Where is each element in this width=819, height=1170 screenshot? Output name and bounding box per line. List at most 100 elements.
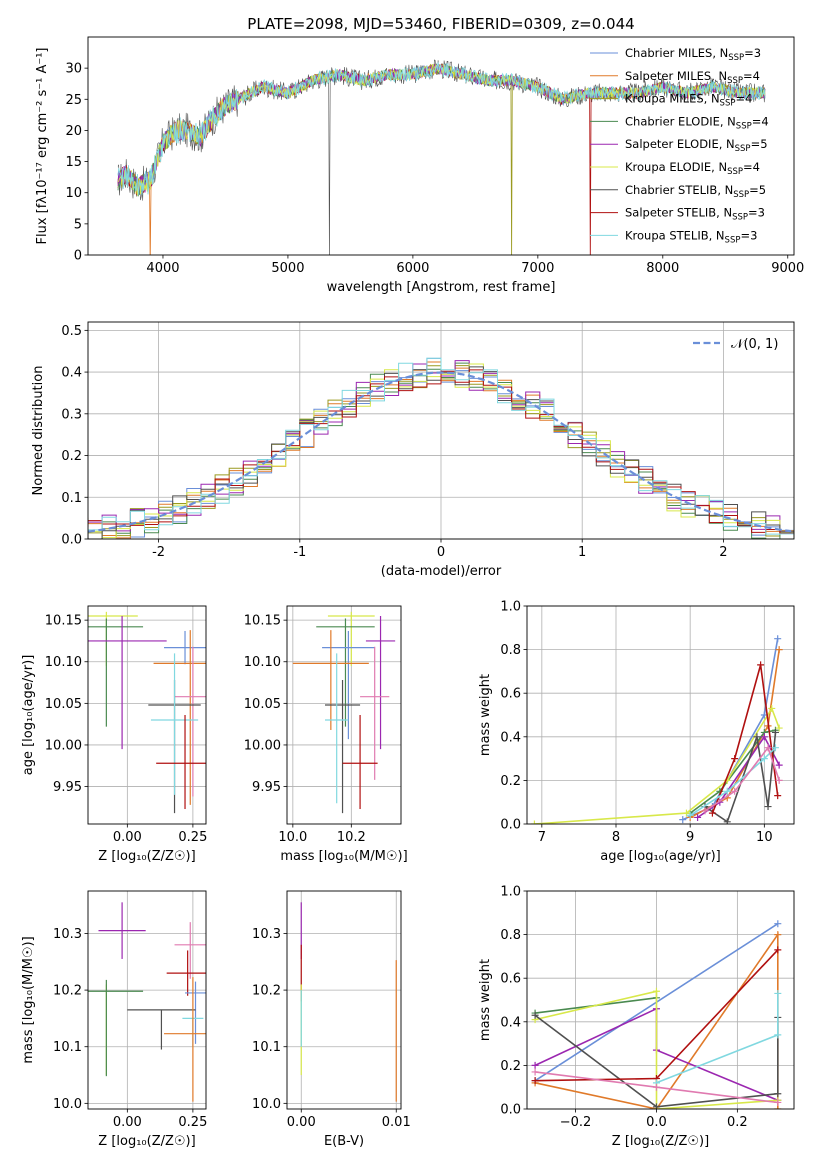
- y-tick-label: 10.00: [45, 738, 82, 753]
- y-tick-label: 0.6: [500, 687, 521, 702]
- x-tick-label: 0.01: [382, 1115, 411, 1130]
- y-tick-label: 10.2: [252, 984, 281, 999]
- legend-label-kroupa_stelib: Kroupa STELIB, NSSP=3: [625, 228, 757, 245]
- legend-name: Chabrier ELODIE, N: [625, 114, 736, 128]
- weight-marker-kroupa_elodie: [775, 724, 783, 732]
- x-tick-label: 1: [578, 545, 586, 560]
- y-tick-label: 0.4: [500, 1015, 521, 1030]
- weight-marker-kroupa_elodie: [768, 704, 776, 712]
- spectrum-plot: 4000 5000 6000 7000 8000 9000 0 5 10 15 20 25 30 wave…: [35, 36, 804, 295]
- y-tick-label: 10.0: [252, 1097, 281, 1112]
- legend-name: Chabrier MILES, N: [625, 46, 728, 60]
- x-axis-label: Z [log₁₀(Z/Z☉)]: [98, 849, 195, 864]
- axes-frame: [286, 605, 402, 825]
- normal-curve: [88, 371, 792, 533]
- legend-label-salpeter_miles: Salpeter MILES, NSSP=4: [625, 69, 760, 86]
- spectrum-title: PLATE=2098, MJD=53460, FIBERID=0309, z=0…: [247, 15, 634, 33]
- weight-marker-kroupa_elodie: [682, 809, 690, 817]
- legend-label-salpeter_stelib: Salpeter STELIB, NSSP=3: [625, 206, 765, 223]
- y-tick-label: 10.05: [45, 697, 82, 712]
- weight-marker-kroupa_stelib: [774, 989, 782, 997]
- y-tick-label: 0.0: [61, 533, 82, 548]
- x-tick-label: 0.00: [287, 1115, 316, 1130]
- weight-marker-pink_series: [775, 776, 783, 784]
- x-tick-label: 0.00: [113, 830, 142, 845]
- weight-marker-salpeter_stelib: [731, 755, 739, 763]
- errorbars: [292, 611, 396, 814]
- age-vs-metallicity-plot: 0.00 0.25 9.95 10.00 10.05 10.10 10.15 Z [log₁₀…: [21, 605, 207, 864]
- x-tick-label: 0.2: [727, 1115, 748, 1130]
- weight-marker-salpeter_elodie: [694, 813, 702, 821]
- y-tick-label: 0.8: [500, 928, 521, 943]
- weight-lines: [531, 920, 782, 1109]
- weight-marker-salpeter_stelib: [774, 792, 782, 800]
- x-tick-label: 0.0: [646, 1115, 667, 1130]
- y-tick-label: 10.10: [45, 655, 82, 670]
- weight-marker-kroupa_stelib: [774, 1031, 782, 1039]
- weight-marker-chabrier_stelib: [753, 733, 761, 741]
- y-axis-label: Normed distribution: [31, 366, 46, 496]
- legend-label-kroupa_miles: Kroupa MILES, NSSP=4: [625, 92, 752, 109]
- mass-weight-vs-metallicity-plot: −0.2 0.0 0.2 0.0 0.2 0.4 0.6 0.8 1.0 Z [log₁₀(Z/Z…: [478, 885, 795, 1149]
- x-tick-label: 8000: [646, 261, 679, 276]
- mass-vs-ebv-plot: 0.00 0.01 10.0 10.1 10.2 10.3 E(B-V): [252, 890, 411, 1149]
- legend-label-kroupa_elodie: Kroupa ELODIE, NSSP=4: [625, 160, 760, 177]
- mass-weight-vs-age-plot: 7 8 9 10 0.0 0.2 0.4 0.6 0.8 1.0 age [log₁₀(age/yr…: [478, 600, 795, 864]
- y-tick-label: 0.6: [500, 972, 521, 987]
- weight-marker-kroupa_stelib: [723, 787, 731, 795]
- errorbars: [88, 611, 206, 814]
- histogram-steps: [88, 357, 794, 539]
- weight-marker-chabrier_stelib: [771, 728, 779, 736]
- histogram-kroupa_stelib: [88, 357, 794, 535]
- errorbars: [300, 902, 397, 1102]
- axes-frame: [87, 321, 795, 540]
- axes-frame: [526, 890, 795, 1110]
- legend-label-chabrier_miles: Chabrier MILES, NSSP=3: [625, 46, 761, 63]
- legend-label-salpeter_elodie: Salpeter ELODIE, NSSP=5: [625, 137, 768, 154]
- y-tick-label: 0.0: [500, 818, 521, 833]
- y-tick-label: 0.8: [500, 643, 521, 658]
- weight-line-kroupa_stelib: [656, 993, 779, 1084]
- axes-frame: [87, 605, 207, 825]
- weight-marker-pink_series: [764, 744, 772, 752]
- y-tick-label: 0.4: [61, 366, 82, 381]
- y-tick-label: 10.2: [53, 984, 82, 999]
- weight-line-chabrier_stelib: [704, 732, 777, 824]
- legend-label-chabrier_stelib: Chabrier STELIB, NSSP=5: [625, 183, 766, 200]
- y-tick-label: 0.2: [500, 774, 521, 789]
- y-tick-label: 10.15: [45, 614, 82, 629]
- weight-marker-kroupa_elodie: [530, 820, 538, 824]
- weight-marker-chabrier_stelib: [764, 803, 772, 811]
- legend-label-chabrier_elodie: Chabrier ELODIE, NSSP=4: [625, 114, 769, 131]
- legend-sub: SSP: [725, 235, 741, 245]
- axes-frame: [87, 890, 207, 1110]
- y-axis-label: mass [log₁₀(M/M☉)]: [21, 936, 36, 1063]
- spectrum-lines: [117, 59, 766, 255]
- legend-sub: SSP: [735, 144, 751, 154]
- x-tick-label: 4000: [146, 261, 179, 276]
- weight-marker-salpeter_stelib: [774, 946, 782, 954]
- x-axis-label: mass [log₁₀(M/M☉)]: [280, 849, 407, 864]
- weight-marker-chabrier_stelib: [531, 1011, 539, 1019]
- weight-marker-chabrier_stelib: [774, 1090, 782, 1098]
- y-tick-label: 30: [65, 62, 82, 77]
- weight-marker-kroupa_elodie: [652, 987, 660, 995]
- x-tick-label: 9: [686, 830, 694, 845]
- legend-label-normal: 𝒩(0, 1): [731, 337, 778, 352]
- legend-suffix: =3: [740, 228, 757, 242]
- y-tick-label: 10.10: [244, 655, 281, 670]
- y-tick-label: 0.4: [500, 730, 521, 745]
- weight-marker-salpeter_elodie: [775, 761, 783, 769]
- x-tick-label: -1: [293, 545, 306, 560]
- x-axis-label: Z [log₁₀(Z/Z☉)]: [98, 1134, 195, 1149]
- weight-marker-salpeter_stelib: [531, 1077, 539, 1085]
- y-tick-label: 10: [65, 186, 82, 201]
- weight-marker-kroupa_stelib: [771, 744, 779, 752]
- x-tick-label: 7000: [521, 261, 554, 276]
- legend-sub: SSP: [736, 121, 752, 131]
- weight-marker-pink_series: [701, 807, 709, 815]
- legend-sub: SSP: [727, 167, 743, 177]
- legend-suffix: =5: [751, 137, 768, 151]
- weight-lines: [530, 635, 783, 824]
- axes-frame: [87, 36, 795, 256]
